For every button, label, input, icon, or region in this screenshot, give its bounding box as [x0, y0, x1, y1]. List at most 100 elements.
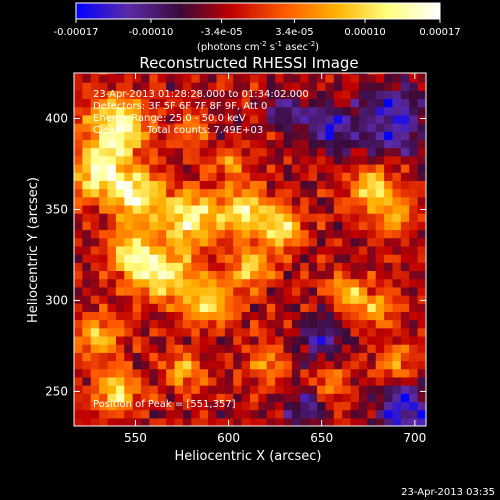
heatmap-cell — [300, 123, 310, 132]
heatmap-cell — [157, 123, 167, 132]
heatmap-cell — [99, 319, 109, 329]
heatmap-cell — [250, 294, 259, 304]
heatmap-cell — [216, 385, 226, 394]
heatmap-cell — [74, 90, 83, 100]
heatmap-cell — [233, 303, 243, 312]
heatmap-cell — [115, 106, 125, 116]
heatmap-cell — [90, 385, 100, 394]
heatmap-cell — [199, 262, 209, 272]
heatmap-cell — [400, 254, 410, 263]
colorbar-unit-label: (photons cm-2 s-1 asec-2) — [197, 40, 319, 53]
heatmap-cell — [182, 254, 192, 263]
heatmap-cell — [291, 172, 301, 181]
heatmap-cell — [317, 196, 327, 206]
heatmap-cell — [233, 139, 243, 149]
heatmap-cell — [216, 139, 226, 149]
heatmap-cell — [258, 147, 268, 157]
heatmap-cell — [358, 237, 368, 247]
heatmap-cell — [224, 254, 234, 263]
heatmap-cell — [333, 319, 343, 329]
heatmap-cell — [308, 155, 318, 165]
heatmap-cell — [166, 172, 176, 181]
heatmap-cell — [266, 368, 276, 378]
heatmap-cell — [409, 237, 419, 247]
heatmap-cell — [216, 163, 226, 173]
heatmap-cell — [375, 270, 385, 280]
heatmap-cell — [291, 213, 301, 222]
heatmap-cell — [258, 188, 268, 198]
heatmap-cell — [90, 196, 100, 206]
heatmap-cell — [107, 294, 117, 304]
heatmap-cell — [74, 294, 83, 304]
heatmap-cell — [275, 401, 285, 411]
heatmap-cell — [124, 303, 134, 312]
heatmap-cell — [174, 196, 184, 206]
heatmap-cell — [409, 188, 419, 198]
heatmap-cell — [141, 123, 151, 132]
heatmap-cell — [115, 327, 125, 337]
heatmap-cell — [157, 98, 167, 108]
heatmap-cell — [325, 270, 335, 280]
heatmap-cell — [241, 139, 251, 149]
heatmap-cell — [174, 90, 184, 100]
heatmap-cell — [166, 401, 176, 411]
heatmap-cell — [74, 335, 83, 345]
heatmap-cell — [283, 237, 293, 247]
heatmap-cell — [291, 409, 301, 419]
heatmap-cell — [82, 73, 92, 83]
heatmap-cell — [174, 335, 184, 345]
heatmap-cell — [375, 98, 385, 108]
heatmap-cell — [174, 393, 184, 403]
heatmap-cell — [182, 163, 192, 173]
heatmap-cell — [124, 385, 134, 394]
heatmap-cell — [199, 254, 209, 263]
heatmap-cell — [417, 147, 426, 157]
heatmap-cell — [157, 213, 167, 222]
heatmap-cell — [325, 147, 335, 157]
heatmap-cell — [392, 221, 402, 231]
heatmap-cell — [74, 344, 83, 353]
heatmap-cell — [367, 172, 377, 181]
heatmap-cell — [375, 303, 385, 312]
heatmap-cell — [174, 303, 184, 312]
heatmap-cell — [141, 335, 151, 345]
heatmap-cell — [166, 254, 176, 263]
heatmap-cell — [342, 114, 352, 124]
heatmap-cell — [250, 401, 259, 411]
heatmap-cell — [367, 254, 377, 263]
heatmap-cell — [182, 368, 192, 378]
heatmap-cell — [308, 82, 318, 91]
heatmap-cell — [157, 417, 167, 426]
heatmap-cell — [82, 155, 92, 165]
heatmap-cell — [166, 213, 176, 222]
heatmap-cell — [191, 311, 201, 321]
heatmap-cell — [208, 196, 218, 206]
heatmap-cell — [149, 303, 159, 312]
heatmap-cell — [400, 335, 410, 345]
heatmap-cell — [74, 139, 83, 149]
heatmap-cell — [157, 106, 167, 116]
heatmap-cell — [375, 188, 385, 198]
heatmap-cell — [350, 409, 360, 419]
heatmap-cell — [308, 270, 318, 280]
heatmap-cell — [266, 245, 276, 255]
heatmap-cell — [216, 417, 226, 426]
heatmap-cell — [266, 172, 276, 181]
heatmap-cell — [191, 254, 201, 263]
heatmap-cell — [99, 163, 109, 173]
heatmap-cell — [409, 417, 419, 426]
heatmap-cell — [325, 106, 335, 116]
heatmap-cell — [358, 401, 368, 411]
heatmap-cell — [90, 245, 100, 255]
heatmap-cell — [224, 139, 234, 149]
heatmap-cell — [199, 139, 209, 149]
heatmap-cell — [82, 98, 92, 108]
heatmap-cell — [216, 82, 226, 91]
heatmap-cell — [216, 123, 226, 132]
heatmap-cell — [358, 335, 368, 345]
heatmap-cell — [308, 245, 318, 255]
heatmap-cell — [233, 294, 243, 304]
heatmap-cell — [291, 417, 301, 426]
heatmap-cell — [82, 344, 92, 353]
